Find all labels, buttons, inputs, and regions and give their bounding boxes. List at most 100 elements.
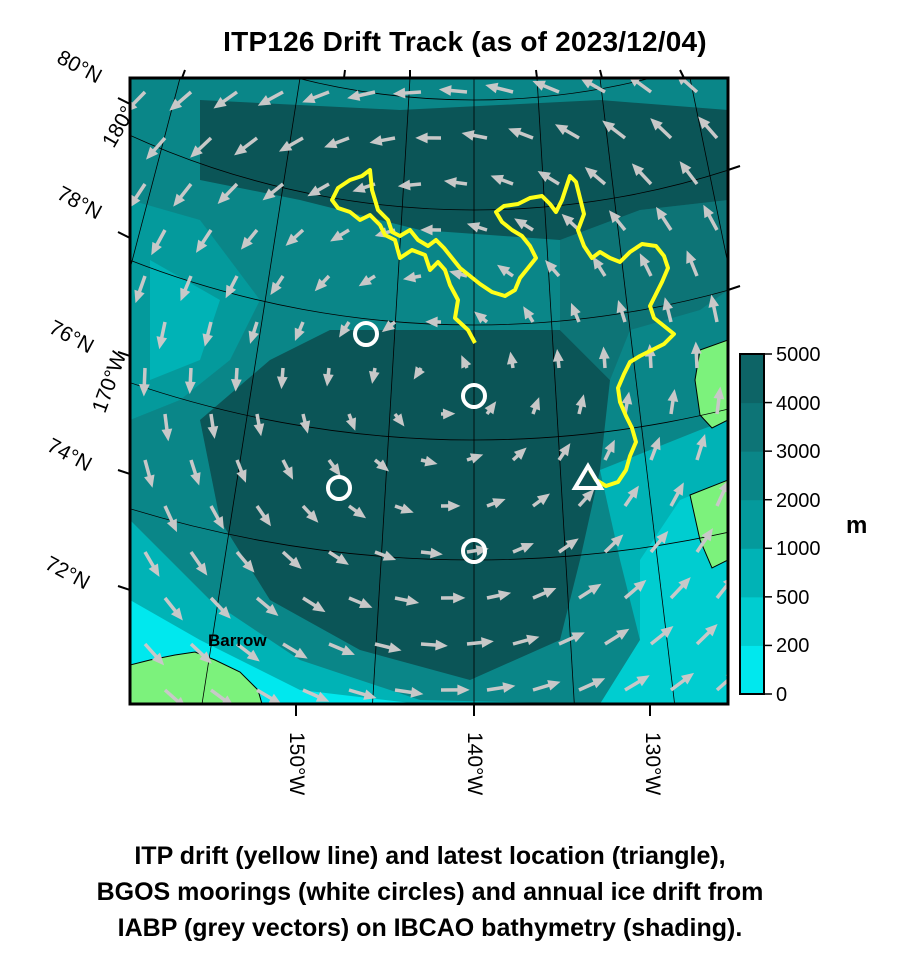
ice-drift-vector-head	[718, 480, 728, 493]
ice-drift-vector-head	[686, 250, 697, 264]
ice-drift-vector-head	[701, 528, 713, 542]
ice-drift-vector-head	[363, 689, 377, 700]
meridian-line	[599, 78, 676, 704]
ice-drift-vector-head	[449, 269, 463, 280]
caption-line-2: BGOS moorings (white circles) and annual…	[96, 878, 764, 906]
ice-drift-vector-head	[213, 516, 224, 530]
ice-drift-vector-head	[690, 341, 702, 355]
ice-drift-vector-head	[312, 601, 326, 613]
ice-drift-vector-head	[520, 542, 534, 553]
mooring-a	[353, 321, 379, 347]
ice-drift-vector-head	[508, 127, 522, 138]
ice-drift-vector-head	[696, 434, 707, 448]
meridian-line	[689, 78, 728, 266]
ice-drift-vector-head	[513, 447, 527, 460]
meridian-line	[201, 78, 301, 704]
colorbar-tick-500: 500	[776, 587, 810, 609]
ice-drift-vector-head	[202, 333, 214, 347]
ice-drift-vector-head	[345, 417, 357, 431]
ice-drift-vector-head	[443, 177, 457, 188]
colorbar-segment	[740, 596, 764, 646]
colorbar-segment	[740, 354, 764, 404]
ice-drift-vector-head	[673, 482, 684, 496]
ice-drift-vector-head	[677, 78, 688, 86]
ice-drift-vector-head	[424, 455, 438, 467]
ice-drift-vector-head	[650, 118, 663, 131]
ice-drift-vector-head	[230, 378, 242, 392]
north-deep	[200, 100, 728, 240]
ice-drift-vector-head	[667, 389, 679, 402]
lon-label-150w: 150°W	[285, 732, 308, 796]
lon-label-130w: 130°W	[641, 732, 664, 796]
ice-drift-vector-head	[453, 592, 466, 604]
ice-drift-vector-head	[199, 651, 212, 664]
ice-drift-vector-head	[639, 253, 651, 267]
ice-drift-vector-head	[218, 606, 231, 619]
lon-label-140w: 140°W	[463, 732, 486, 796]
ice-drift-vector-head	[631, 163, 645, 177]
ice-drift-vector-head	[425, 316, 438, 328]
ice-drift-vector-head	[438, 85, 452, 96]
ice-drift-vector-head	[636, 675, 650, 687]
ice-drift-vector-head	[616, 299, 627, 314]
ice-drift-vector-head	[352, 182, 366, 193]
ice-drift-vector-head	[213, 97, 227, 109]
ice-drift-vector-head	[180, 287, 191, 302]
ice-drift-vector-head	[506, 351, 518, 365]
ice-drift-vector-head	[330, 230, 344, 242]
ice-drift-vector-head	[169, 98, 183, 111]
ice-drift-vector-head	[262, 188, 276, 201]
ice-drift-vector-head	[341, 645, 355, 656]
chukchi-cap	[150, 260, 220, 380]
ice-drift-vector-head	[130, 194, 141, 208]
ice-drift-vector-head	[705, 623, 718, 637]
ice-drift-vector-head	[430, 547, 443, 559]
ice-drift-vector-head	[415, 132, 428, 144]
ice-drift-vector-head	[545, 260, 558, 273]
northwind-ridge	[560, 200, 728, 380]
ice-drift-vector-head	[481, 637, 494, 648]
ice-drift-vector-head	[299, 420, 311, 434]
ice-drift-vector-head	[461, 130, 475, 141]
ice-drift-vector-head	[537, 171, 551, 183]
ice-drift-vector-head	[236, 469, 247, 483]
ice-drift-vector-head	[285, 233, 299, 246]
ice-drift-vector-head	[146, 146, 159, 160]
ice-drift-vector-head	[259, 513, 271, 527]
ice-drift-vector-head	[347, 90, 361, 101]
ice-drift-vector-head	[257, 95, 272, 106]
ice-drift-vector-head	[484, 401, 497, 415]
ice-drift-vector-head	[276, 376, 288, 390]
ice-drift-vector-head	[282, 466, 294, 480]
ice-drift-vector-head	[406, 595, 420, 606]
ice-drift-vector-head	[610, 534, 624, 547]
ice-drift-vector-head	[542, 587, 557, 598]
ice-drift-vector-head	[268, 693, 282, 704]
ice-drift-vector-head	[660, 626, 674, 638]
shelf-east-shallow	[600, 480, 728, 704]
ice-drift-vector-head	[514, 218, 528, 230]
ice-drift-vectors	[130, 78, 728, 704]
ice-drift-vector-head	[166, 518, 177, 533]
caption-line-1: ITP drift (yellow line) and latest locat…	[134, 842, 726, 870]
ice-drift-vector-head	[633, 579, 647, 592]
ice-drift-vector-head	[339, 324, 351, 338]
ice-drift-vector-head	[466, 222, 481, 233]
ice-drift-vector-head	[552, 349, 564, 362]
graticule	[0, 78, 728, 704]
ice-drift-vector-head	[604, 439, 615, 454]
ice-drift-vector-head	[302, 92, 316, 103]
ice-drift-vector-head	[329, 463, 341, 477]
ice-drift-vector-head	[207, 425, 219, 439]
ice-drift-vector-head	[221, 695, 233, 704]
map-title: ITP126 Drift Track (as of 2023/12/04)	[223, 26, 707, 57]
ice-drift-vector-head	[708, 294, 720, 308]
meridian-line	[0, 78, 40, 704]
ice-drift-vector-head	[248, 330, 259, 344]
ice-drift-vector-head	[448, 500, 461, 512]
ice-drift-vector-head	[294, 327, 305, 342]
colorbar-segment	[740, 645, 764, 695]
banks-island-land	[694, 339, 728, 429]
ice-drift-vector-head	[314, 278, 328, 292]
